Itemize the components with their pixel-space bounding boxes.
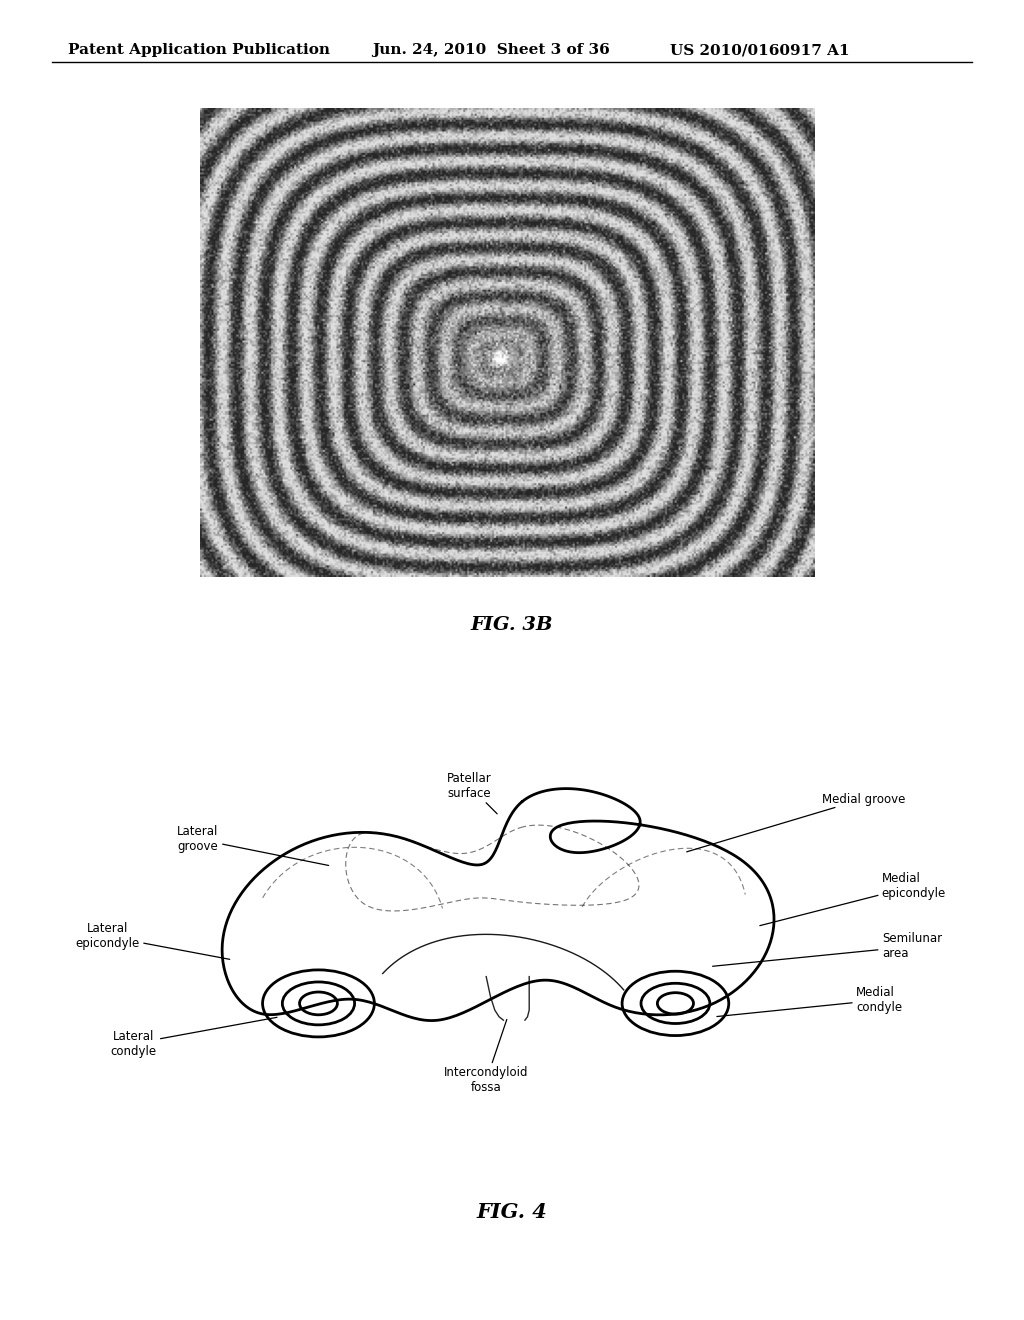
Text: Medial
condyle: Medial condyle	[717, 986, 902, 1016]
Text: FIG. 4: FIG. 4	[476, 1203, 548, 1222]
Text: Patent Application Publication: Patent Application Publication	[68, 44, 330, 57]
Text: Lateral
groove: Lateral groove	[177, 825, 329, 866]
Text: FIG. 3B: FIG. 3B	[471, 616, 553, 634]
Text: Intercondyloid
fossa: Intercondyloid fossa	[444, 1019, 528, 1094]
Text: Lateral
epicondyle: Lateral epicondyle	[76, 923, 229, 960]
Text: Medial
epicondyle: Medial epicondyle	[760, 873, 946, 925]
Text: Patellar
surface: Patellar surface	[446, 772, 497, 814]
Text: Semilunar
area: Semilunar area	[713, 932, 942, 966]
Text: Lateral
condyle: Lateral condyle	[111, 1018, 278, 1057]
Text: US 2010/0160917 A1: US 2010/0160917 A1	[670, 44, 850, 57]
Text: Jun. 24, 2010  Sheet 3 of 36: Jun. 24, 2010 Sheet 3 of 36	[372, 44, 609, 57]
Text: Medial groove: Medial groove	[687, 792, 905, 851]
